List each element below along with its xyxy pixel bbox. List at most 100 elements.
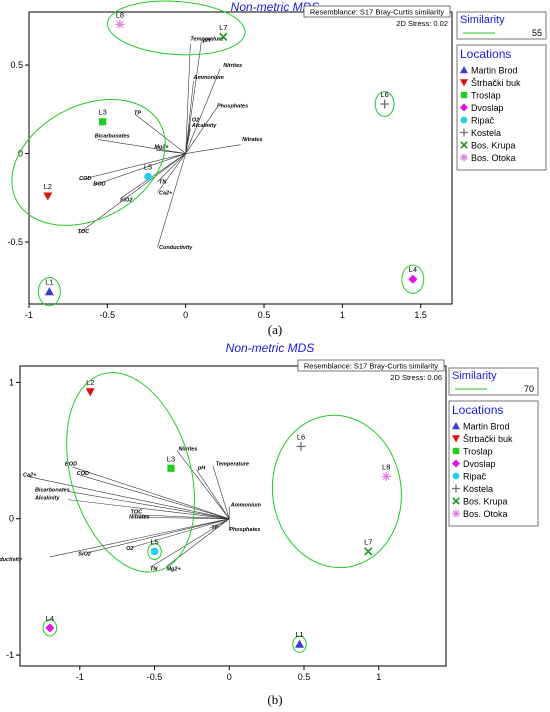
similarity-legend-title: Similarity: [452, 370, 497, 382]
legend-marker: [460, 91, 468, 99]
vector-label: TP: [134, 111, 141, 117]
legend-label: Kostela: [471, 128, 501, 138]
vector-line: [72, 466, 230, 520]
data-point: [115, 19, 125, 29]
similarity-legend-box: [456, 11, 547, 40]
stress-label: 2D Stress: 0.06: [390, 373, 442, 382]
vector-label: COD: [77, 471, 89, 477]
point-label: L7: [219, 23, 227, 32]
similarity-legend-value: 70: [524, 384, 534, 394]
point-label: L8: [116, 10, 124, 19]
vector-line: [212, 465, 230, 519]
vector-line: [132, 514, 230, 520]
legend-marker: [460, 103, 468, 112]
stress-label: 2D Stress: 0.02: [396, 19, 448, 28]
legend-marker: [452, 472, 460, 480]
point-label: L1: [45, 278, 53, 287]
vector-label: Nitrates: [129, 515, 149, 521]
locations-legend-box: [456, 44, 547, 171]
legend-label: Bos. Otoka: [471, 153, 516, 163]
resemblance-box: [303, 5, 451, 18]
vector-line: [97, 139, 186, 154]
legend-label: Dvoslap: [471, 103, 504, 113]
point-label: L5: [150, 537, 158, 546]
mds-chart-b: Non-metric MDS Resemblance: S17 Bray-Curt…: [0, 341, 539, 682]
similarity-legend-value: 55: [532, 28, 542, 38]
vector-label: BOD: [65, 462, 77, 468]
vector-line: [196, 469, 230, 519]
point-label: L2: [86, 378, 94, 387]
vector-line: [79, 153, 186, 181]
similarity-ellipse: [401, 264, 425, 294]
locations-legend-title: Locations: [460, 47, 511, 61]
similarity-ellipse: [66, 372, 196, 573]
vector-label: Temperature: [216, 462, 249, 468]
vector-line: [185, 128, 191, 154]
similarity-ellipse: [374, 91, 395, 117]
vector-label: Conductivity: [159, 245, 193, 251]
vector-label: Ammonium: [193, 75, 224, 81]
vector-label: Ca2+: [159, 190, 173, 196]
legend-marker: [460, 66, 468, 74]
data-point: [380, 99, 390, 109]
vector-label: O2: [192, 118, 199, 124]
vector-line: [135, 114, 186, 154]
legend-label: Ripač: [471, 116, 495, 126]
point-label: L6: [297, 432, 305, 441]
data-point: [364, 547, 373, 556]
legend-label: Ripač: [463, 472, 487, 482]
x-tick-label: -0.5: [147, 672, 163, 682]
vector-line: [49, 518, 230, 558]
x-tick-label: 0: [183, 310, 188, 320]
vector-line: [67, 491, 230, 520]
data-point: [85, 388, 95, 397]
y-tick-label: 0.5: [10, 60, 23, 70]
vector-line: [87, 518, 230, 554]
vector-label: Ammonium: [230, 502, 261, 508]
vector-line: [157, 153, 186, 193]
locations-legend-box: [448, 400, 539, 527]
y-tick-label: -0.5: [7, 237, 23, 247]
y-tick-label: 0: [18, 149, 23, 159]
vector-label: SiO2: [120, 197, 133, 203]
vector-line: [93, 153, 186, 186]
legend-label: Kostela: [463, 484, 493, 494]
vector-label: Bicarbonates: [95, 134, 130, 140]
point-label: L6: [380, 90, 388, 99]
point-label: L8: [382, 462, 390, 471]
vector-label: O2: [126, 546, 133, 552]
vector-label: pH: [202, 38, 211, 44]
similarity-ellipse: [11, 98, 166, 226]
vector-line: [185, 80, 194, 154]
vector-label: pH: [197, 466, 206, 472]
similarity-ellipse: [271, 414, 402, 569]
vector-label: Alcalinity: [34, 496, 60, 502]
similarity-ellipse: [292, 635, 307, 653]
similarity-ellipse: [37, 276, 61, 307]
similarity-legend-title: Similarity: [460, 14, 505, 26]
chart-title: Non-metric MDS: [226, 341, 315, 355]
vector-label: SiO2: [78, 552, 91, 558]
similarity-ellipse: [106, 0, 246, 56]
legend-marker: [452, 447, 460, 455]
point-label: L2: [44, 182, 52, 191]
legend-label: Štrbački buk: [471, 78, 521, 88]
legend-label: Troslap: [471, 91, 501, 101]
x-tick-label: 1: [376, 672, 381, 682]
vector-label: Phosphates: [217, 104, 248, 110]
vector-line: [157, 153, 186, 248]
vector-label: TN: [150, 567, 158, 573]
point-label: L3: [167, 454, 175, 463]
point-label: L5: [144, 163, 152, 172]
x-tick-label: 1: [340, 310, 345, 320]
legend-marker: [452, 509, 460, 518]
y-tick-label: 1: [9, 377, 14, 387]
legend-label: Bos. Otoka: [463, 509, 508, 519]
vector-line: [185, 68, 221, 154]
vector-label: Mg2+: [166, 567, 181, 573]
resemblance-box: [297, 359, 445, 372]
data-point: [167, 464, 175, 472]
vector-label: Mg2+: [154, 144, 169, 150]
vector-label: BOD: [93, 181, 105, 187]
